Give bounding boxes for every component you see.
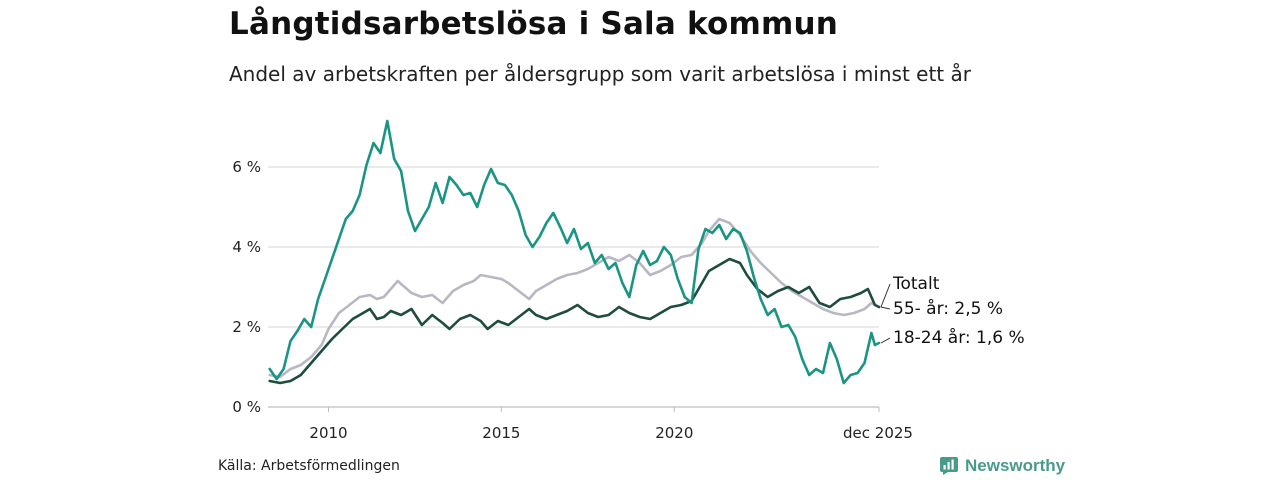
label-connector <box>880 306 891 310</box>
line-chart: 0 % 2 % 4 % 6 % 2010 2015 2020 dec 2025 55- år… <box>232 119 1025 442</box>
label-connector <box>880 337 891 344</box>
series-line-1 <box>268 257 881 385</box>
series-line-2 <box>268 119 881 385</box>
series-label: 18-24 år: 1,6 % <box>893 327 1025 348</box>
brand-name: Newsworthy <box>965 456 1066 475</box>
x-tick-label: dec 2025 <box>843 424 913 442</box>
series-label: Totalt <box>892 274 940 294</box>
page-title: Långtidsarbetslösa i Sala kommun <box>229 6 839 42</box>
newsworthy-logo-icon <box>940 457 958 475</box>
y-tick-label: 2 % <box>232 318 261 336</box>
x-axis: 2010 2015 2020 dec 2025 <box>309 407 913 442</box>
y-tick-label: 0 % <box>232 398 261 416</box>
page-subtitle: Andel av arbetskraften per åldersgrupp s… <box>229 62 971 86</box>
brand-logo: Newsworthy <box>940 456 1065 476</box>
grid <box>268 166 879 408</box>
x-tick-label: 2010 <box>309 424 347 442</box>
y-tick-label: 6 % <box>232 158 261 176</box>
source-note: Källa: Arbetsförmedlingen <box>218 458 400 474</box>
x-tick-label: 2020 <box>655 424 693 442</box>
series-lines <box>268 119 881 385</box>
series-line-0 <box>268 217 881 379</box>
x-tick-label: 2015 <box>482 424 520 442</box>
series-label: 55- år: 2,5 % <box>893 298 1003 319</box>
y-tick-label: 4 % <box>232 238 261 256</box>
label-connector <box>880 283 891 308</box>
y-axis: 0 % 2 % 4 % 6 % <box>232 158 261 416</box>
series-labels: 55- år: 2,5 % Totalt 18-24 år: 1,6 % <box>880 274 1025 348</box>
